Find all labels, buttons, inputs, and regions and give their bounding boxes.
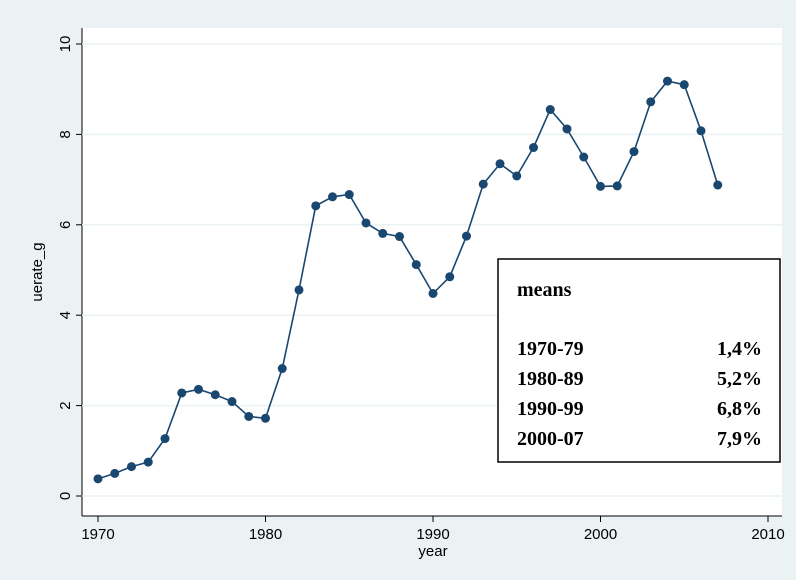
marker bbox=[311, 201, 321, 211]
marker bbox=[629, 147, 639, 157]
x-axis-label: year bbox=[418, 543, 447, 560]
marker bbox=[679, 80, 689, 90]
annotation-title: means bbox=[517, 279, 572, 301]
x-tick-label: 2000 bbox=[584, 526, 617, 543]
y-tick-label: 8 bbox=[57, 130, 74, 138]
y-tick-label: 6 bbox=[57, 221, 74, 229]
marker bbox=[395, 232, 404, 242]
marker bbox=[210, 390, 220, 400]
marker bbox=[110, 468, 120, 478]
annotation-period: 2000-07 bbox=[517, 428, 584, 450]
annotation-period: 1970-79 bbox=[517, 338, 584, 360]
marker bbox=[127, 462, 136, 472]
marker bbox=[227, 397, 237, 407]
y-tick-label: 4 bbox=[57, 311, 74, 319]
marker bbox=[411, 260, 421, 270]
marker bbox=[378, 228, 388, 238]
x-tick-label: 2010 bbox=[751, 526, 784, 543]
y-tick-label: 0 bbox=[57, 492, 74, 500]
marker bbox=[294, 285, 304, 295]
marker bbox=[579, 152, 589, 162]
marker bbox=[495, 159, 505, 169]
marker bbox=[277, 364, 287, 374]
marker bbox=[361, 218, 371, 228]
marker bbox=[529, 143, 538, 153]
marker bbox=[562, 124, 572, 134]
annotation-mean: 6,8% bbox=[717, 398, 762, 420]
marker bbox=[428, 289, 438, 299]
marker bbox=[596, 181, 605, 191]
marker bbox=[646, 97, 656, 107]
marker bbox=[663, 76, 672, 86]
y-tick-label: 10 bbox=[57, 36, 74, 53]
x-tick-label: 1980 bbox=[249, 526, 282, 543]
marker bbox=[143, 457, 153, 467]
y-axis-label: uerate_g bbox=[29, 242, 46, 301]
marker bbox=[512, 171, 522, 181]
marker bbox=[328, 192, 337, 202]
marker bbox=[177, 388, 187, 398]
marker bbox=[462, 231, 471, 241]
marker bbox=[93, 474, 103, 484]
marker bbox=[478, 179, 488, 189]
marker bbox=[261, 413, 270, 423]
marker bbox=[244, 411, 254, 421]
marker bbox=[344, 190, 354, 200]
marker bbox=[713, 180, 723, 190]
x-tick-label: 1970 bbox=[81, 526, 114, 543]
marker bbox=[160, 434, 170, 444]
annotation-mean: 1,4% bbox=[717, 338, 762, 360]
annotation-period: 1990-99 bbox=[517, 398, 584, 420]
marker bbox=[696, 126, 706, 136]
marker bbox=[194, 384, 203, 394]
y-tick-label: 2 bbox=[57, 401, 74, 409]
marker bbox=[612, 181, 622, 191]
annotation-box: means 1970-79 1,4% 1980-89 5,2% 1990-99 6,8% 2… bbox=[497, 258, 781, 463]
annotation-mean: 5,2% bbox=[717, 368, 762, 390]
annotation-mean: 7,9% bbox=[717, 428, 762, 450]
annotation-frame bbox=[497, 258, 781, 463]
annotation-period: 1980-89 bbox=[517, 368, 584, 390]
marker bbox=[545, 105, 555, 115]
x-tick-label: 1990 bbox=[416, 526, 449, 543]
marker bbox=[445, 272, 455, 282]
